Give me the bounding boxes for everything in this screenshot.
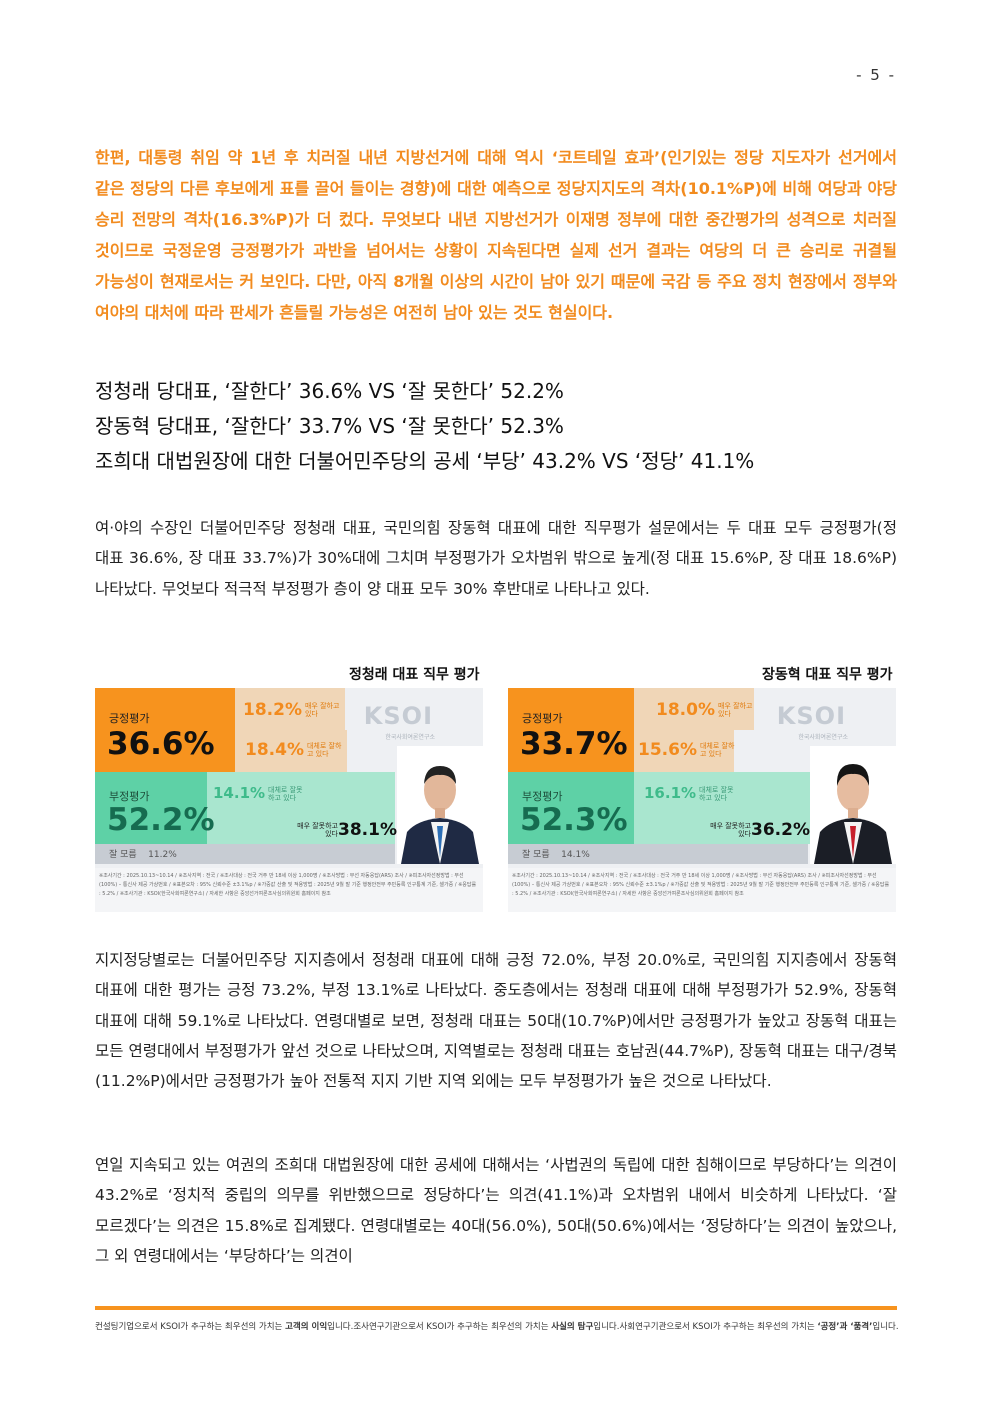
chart-footnote: ※조사기간 : 2025.10.13~10.14 / ※조사지역 : 전국 / … (508, 868, 896, 912)
leader-photo (810, 746, 896, 864)
footer-item-1: 컨설팅기업으로서 KSOI가 추구하는 최우선의 가치는 고객의 이익입니다. (95, 1322, 354, 1332)
negative-label: 부정평가 (109, 790, 150, 803)
ksoi-logo: KSOI (776, 702, 846, 730)
chart-2-title: 장동혁 대표 직무 평가 (762, 667, 893, 683)
somewhat-good-bar (634, 730, 734, 772)
chart-1-title: 정청래 대표 직무 평가 (349, 667, 480, 683)
ksoi-logo-subtitle: 한국사회여론연구소 (798, 734, 848, 741)
body-paragraph-3: 연일 지속되고 있는 여권의 조희대 대법원장에 대한 공세에 대해서는 ‘사법… (95, 1156, 897, 1265)
footer: 컨설팅기업으로서 KSOI가 추구하는 최우선의 가치는 고객의 이익입니다. … (95, 1320, 899, 1332)
negative-value: 52.3% (520, 802, 628, 838)
chart-footnote: ※조사기간 : 2025.10.13~10.14 / ※조사지역 : 전국 / … (95, 868, 483, 912)
somewhat-good-value: 18.4% 대체로 잘하고 있다 (245, 740, 342, 760)
positive-value: 36.6% (107, 726, 215, 762)
very-bad-value: 매우 잘못하고 있다38.1% (297, 820, 397, 840)
footer-divider (95, 1306, 897, 1310)
ksoi-logo: KSOI (363, 702, 433, 730)
very-good-bar (634, 688, 754, 730)
page-number: - 5 - (856, 66, 896, 84)
positive-label: 긍정평가 (109, 712, 150, 725)
somewhat-bad-value: 14.1% 대체로 잘못하고 있다 (213, 784, 303, 802)
ksoi-logo-subtitle: 한국사회여론연구소 (385, 734, 435, 741)
very-good-value: 18.2% 매우 잘하고 있다 (243, 700, 340, 720)
negative-label: 부정평가 (522, 790, 563, 803)
dont-know-label: 잘 모름 14.1% (522, 850, 590, 860)
very-good-bar (235, 688, 345, 730)
somewhat-bad-value: 16.1% 대체로 잘못하고 있다 (644, 784, 734, 802)
very-good-value: 18.0% 매우 잘하고 있다 (656, 700, 753, 720)
headline-3: 조희대 대법원장에 대한 더불어민주당의 공세 ‘부당’ 43.2% VS ‘정… (95, 449, 755, 473)
chart-1-card: 긍정평가 36.6% 18.2% 매우 잘하고 있다 18.4% 대체로 잘하고 있… (95, 688, 483, 912)
positive-block (508, 688, 634, 772)
headline-block: 정청래 당대표, ‘잘한다’ 36.6% VS ‘잘 못한다’ 52.2% 장동… (95, 374, 897, 479)
dont-know-bar (95, 844, 395, 864)
negative-value: 52.2% (107, 802, 215, 838)
leader-photo (397, 746, 483, 864)
very-bad-value: 매우 잘못하고 있다36.2% (710, 820, 810, 840)
somewhat-good-bar (235, 730, 347, 772)
somewhat-bad-bar (207, 772, 395, 844)
headline-1: 정청래 당대표, ‘잘한다’ 36.6% VS ‘잘 못한다’ 52.2% (95, 379, 564, 403)
footer-item-3: 사회연구기관으로서 KSOI가 추구하는 최우선의 가치는 ‘공정’과 ‘품격’… (619, 1322, 899, 1332)
footer-item-2: 조사연구기관으로서 KSOI가 추구하는 최우선의 가치는 사실의 탐구입니다. (353, 1322, 620, 1332)
dont-know-bar (508, 844, 808, 864)
positive-label: 긍정평가 (522, 712, 563, 725)
somewhat-bad-bar (634, 772, 810, 844)
lead-paragraph: 한편, 대통령 취임 약 1년 후 치러질 내년 지방선거에 대해 역시 ‘코트… (95, 148, 897, 322)
dont-know-label: 잘 모름 11.2% (109, 850, 177, 860)
chart-2-card: 긍정평가 33.7% 18.0% 매우 잘하고 있다 15.6% 대체로 잘하고 있… (508, 688, 896, 912)
body-paragraph-2: 지지정당별로는 더불어민주당 지지층에서 정청래 대표에 대해 긍정 72.0%… (95, 951, 897, 1091)
positive-block (95, 688, 235, 772)
positive-value: 33.7% (520, 726, 628, 762)
headline-2: 장동혁 당대표, ‘잘한다’ 33.7% VS ‘잘 못한다’ 52.3% (95, 414, 564, 438)
somewhat-good-value: 15.6% 대체로 잘하고 있다 (638, 740, 735, 760)
body-paragraph-1: 여·야의 수장인 더불어민주당 정청래 대표, 국민의힘 장동혁 대표에 대한 … (95, 519, 897, 598)
